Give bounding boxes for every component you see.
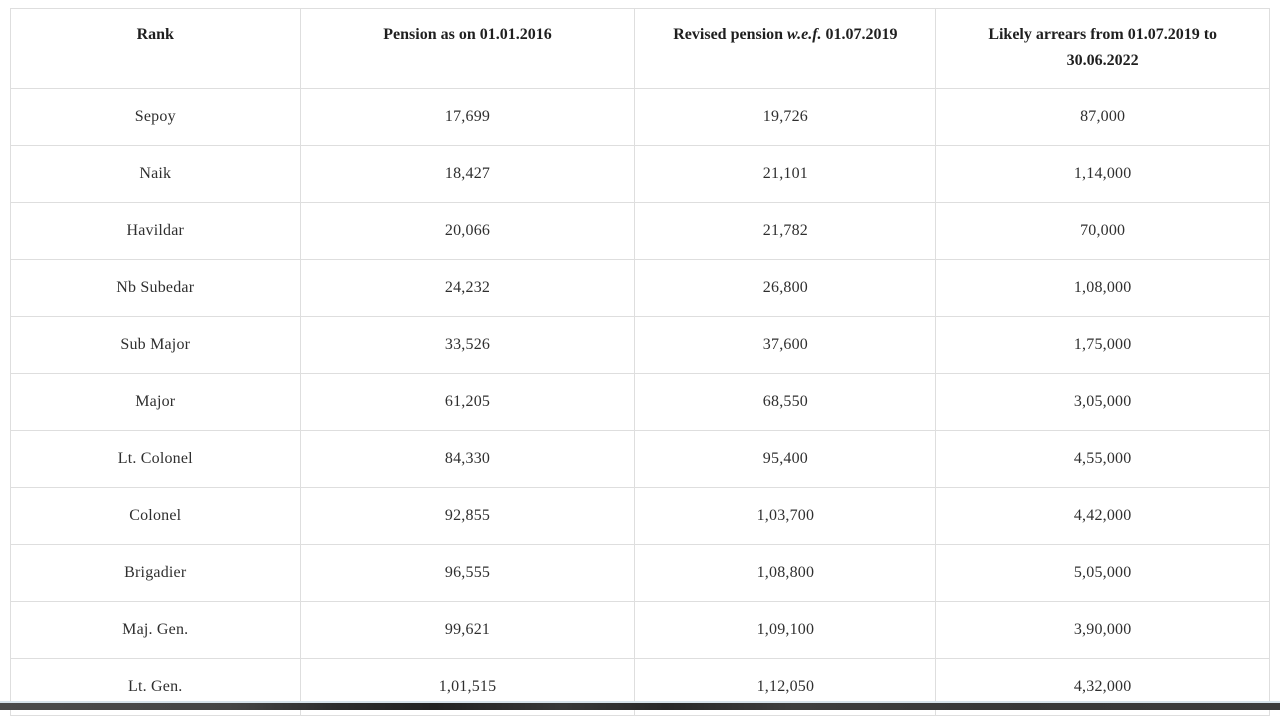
cell-revised-2019: 21,782 — [634, 202, 937, 260]
header-row: Rank Pension as on 01.01.2016 Revised pe… — [10, 8, 1270, 89]
cell-arrears: 4,42,000 — [935, 487, 1270, 545]
table-row: Maj. Gen. 99,621 1,09,100 3,90,000 — [10, 601, 1270, 659]
cell-arrears: 70,000 — [935, 202, 1270, 260]
cell-revised-2019: 19,726 — [634, 88, 937, 146]
table-row: Lt. Colonel 84,330 95,400 4,55,000 — [10, 430, 1270, 488]
table-body: Sepoy 17,699 19,726 87,000 Naik 18,427 2… — [10, 88, 1270, 716]
table-row: Naik 18,427 21,101 1,14,000 — [10, 145, 1270, 203]
cell-revised-2019: 68,550 — [634, 373, 937, 431]
cell-arrears: 1,14,000 — [935, 145, 1270, 203]
column-header-rank: Rank — [10, 8, 301, 89]
cell-pension-2016: 99,621 — [299, 601, 636, 659]
cell-arrears: 1,08,000 — [935, 259, 1270, 317]
cell-rank: Maj. Gen. — [10, 601, 301, 659]
table-header: Rank Pension as on 01.01.2016 Revised pe… — [10, 8, 1270, 89]
table-row: Nb Subedar 24,232 26,800 1,08,000 — [10, 259, 1270, 317]
revised-header-prefix: Revised pension — [673, 26, 788, 43]
cell-revised-2019: 21,101 — [634, 145, 937, 203]
cell-pension-2016: 96,555 — [299, 544, 636, 602]
cell-arrears: 5,05,000 — [935, 544, 1270, 602]
cell-rank: Brigadier — [10, 544, 301, 602]
cell-revised-2019: 1,08,800 — [634, 544, 937, 602]
column-header-arrears: Likely arrears from 01.07.2019 to 30.06.… — [935, 8, 1270, 89]
cell-rank: Naik — [10, 145, 301, 203]
cell-arrears: 87,000 — [935, 88, 1270, 146]
revised-header-date: 01.07.2019 — [821, 26, 898, 43]
cell-rank: Sub Major — [10, 316, 301, 374]
cell-rank: Sepoy — [10, 88, 301, 146]
cell-revised-2019: 1,09,100 — [634, 601, 937, 659]
table-row: Havildar 20,066 21,782 70,000 — [10, 202, 1270, 260]
pension-table: Rank Pension as on 01.01.2016 Revised pe… — [10, 8, 1270, 716]
cell-revised-2019: 37,600 — [634, 316, 937, 374]
cell-rank: Lt. Colonel — [10, 430, 301, 488]
cell-pension-2016: 84,330 — [299, 430, 636, 488]
cell-pension-2016: 92,855 — [299, 487, 636, 545]
cell-revised-2019: 1,03,700 — [634, 487, 937, 545]
cell-revised-2019: 26,800 — [634, 259, 937, 317]
cell-pension-2016: 61,205 — [299, 373, 636, 431]
bottom-edge-bar — [0, 701, 1280, 710]
cell-rank: Havildar — [10, 202, 301, 260]
table-row: Sub Major 33,526 37,600 1,75,000 — [10, 316, 1270, 374]
cell-pension-2016: 18,427 — [299, 145, 636, 203]
cell-arrears: 3,05,000 — [935, 373, 1270, 431]
table-row: Brigadier 96,555 1,08,800 5,05,000 — [10, 544, 1270, 602]
cell-pension-2016: 17,699 — [299, 88, 636, 146]
cell-rank: Nb Subedar — [10, 259, 301, 317]
cell-pension-2016: 20,066 — [299, 202, 636, 260]
table-row: Colonel 92,855 1,03,700 4,42,000 — [10, 487, 1270, 545]
cell-pension-2016: 33,526 — [299, 316, 636, 374]
cell-rank: Colonel — [10, 487, 301, 545]
column-header-pension-2016: Pension as on 01.01.2016 — [299, 8, 636, 89]
table-row: Sepoy 17,699 19,726 87,000 — [10, 88, 1270, 146]
cell-rank: Major — [10, 373, 301, 431]
cell-arrears: 1,75,000 — [935, 316, 1270, 374]
revised-header-wef: w.e.f. — [787, 26, 822, 43]
cell-revised-2019: 95,400 — [634, 430, 937, 488]
table-row: Major 61,205 68,550 3,05,000 — [10, 373, 1270, 431]
cell-pension-2016: 24,232 — [299, 259, 636, 317]
column-header-revised-pension: Revised pension w.e.f. 01.07.2019 — [634, 8, 937, 89]
cell-arrears: 3,90,000 — [935, 601, 1270, 659]
cell-arrears: 4,55,000 — [935, 430, 1270, 488]
